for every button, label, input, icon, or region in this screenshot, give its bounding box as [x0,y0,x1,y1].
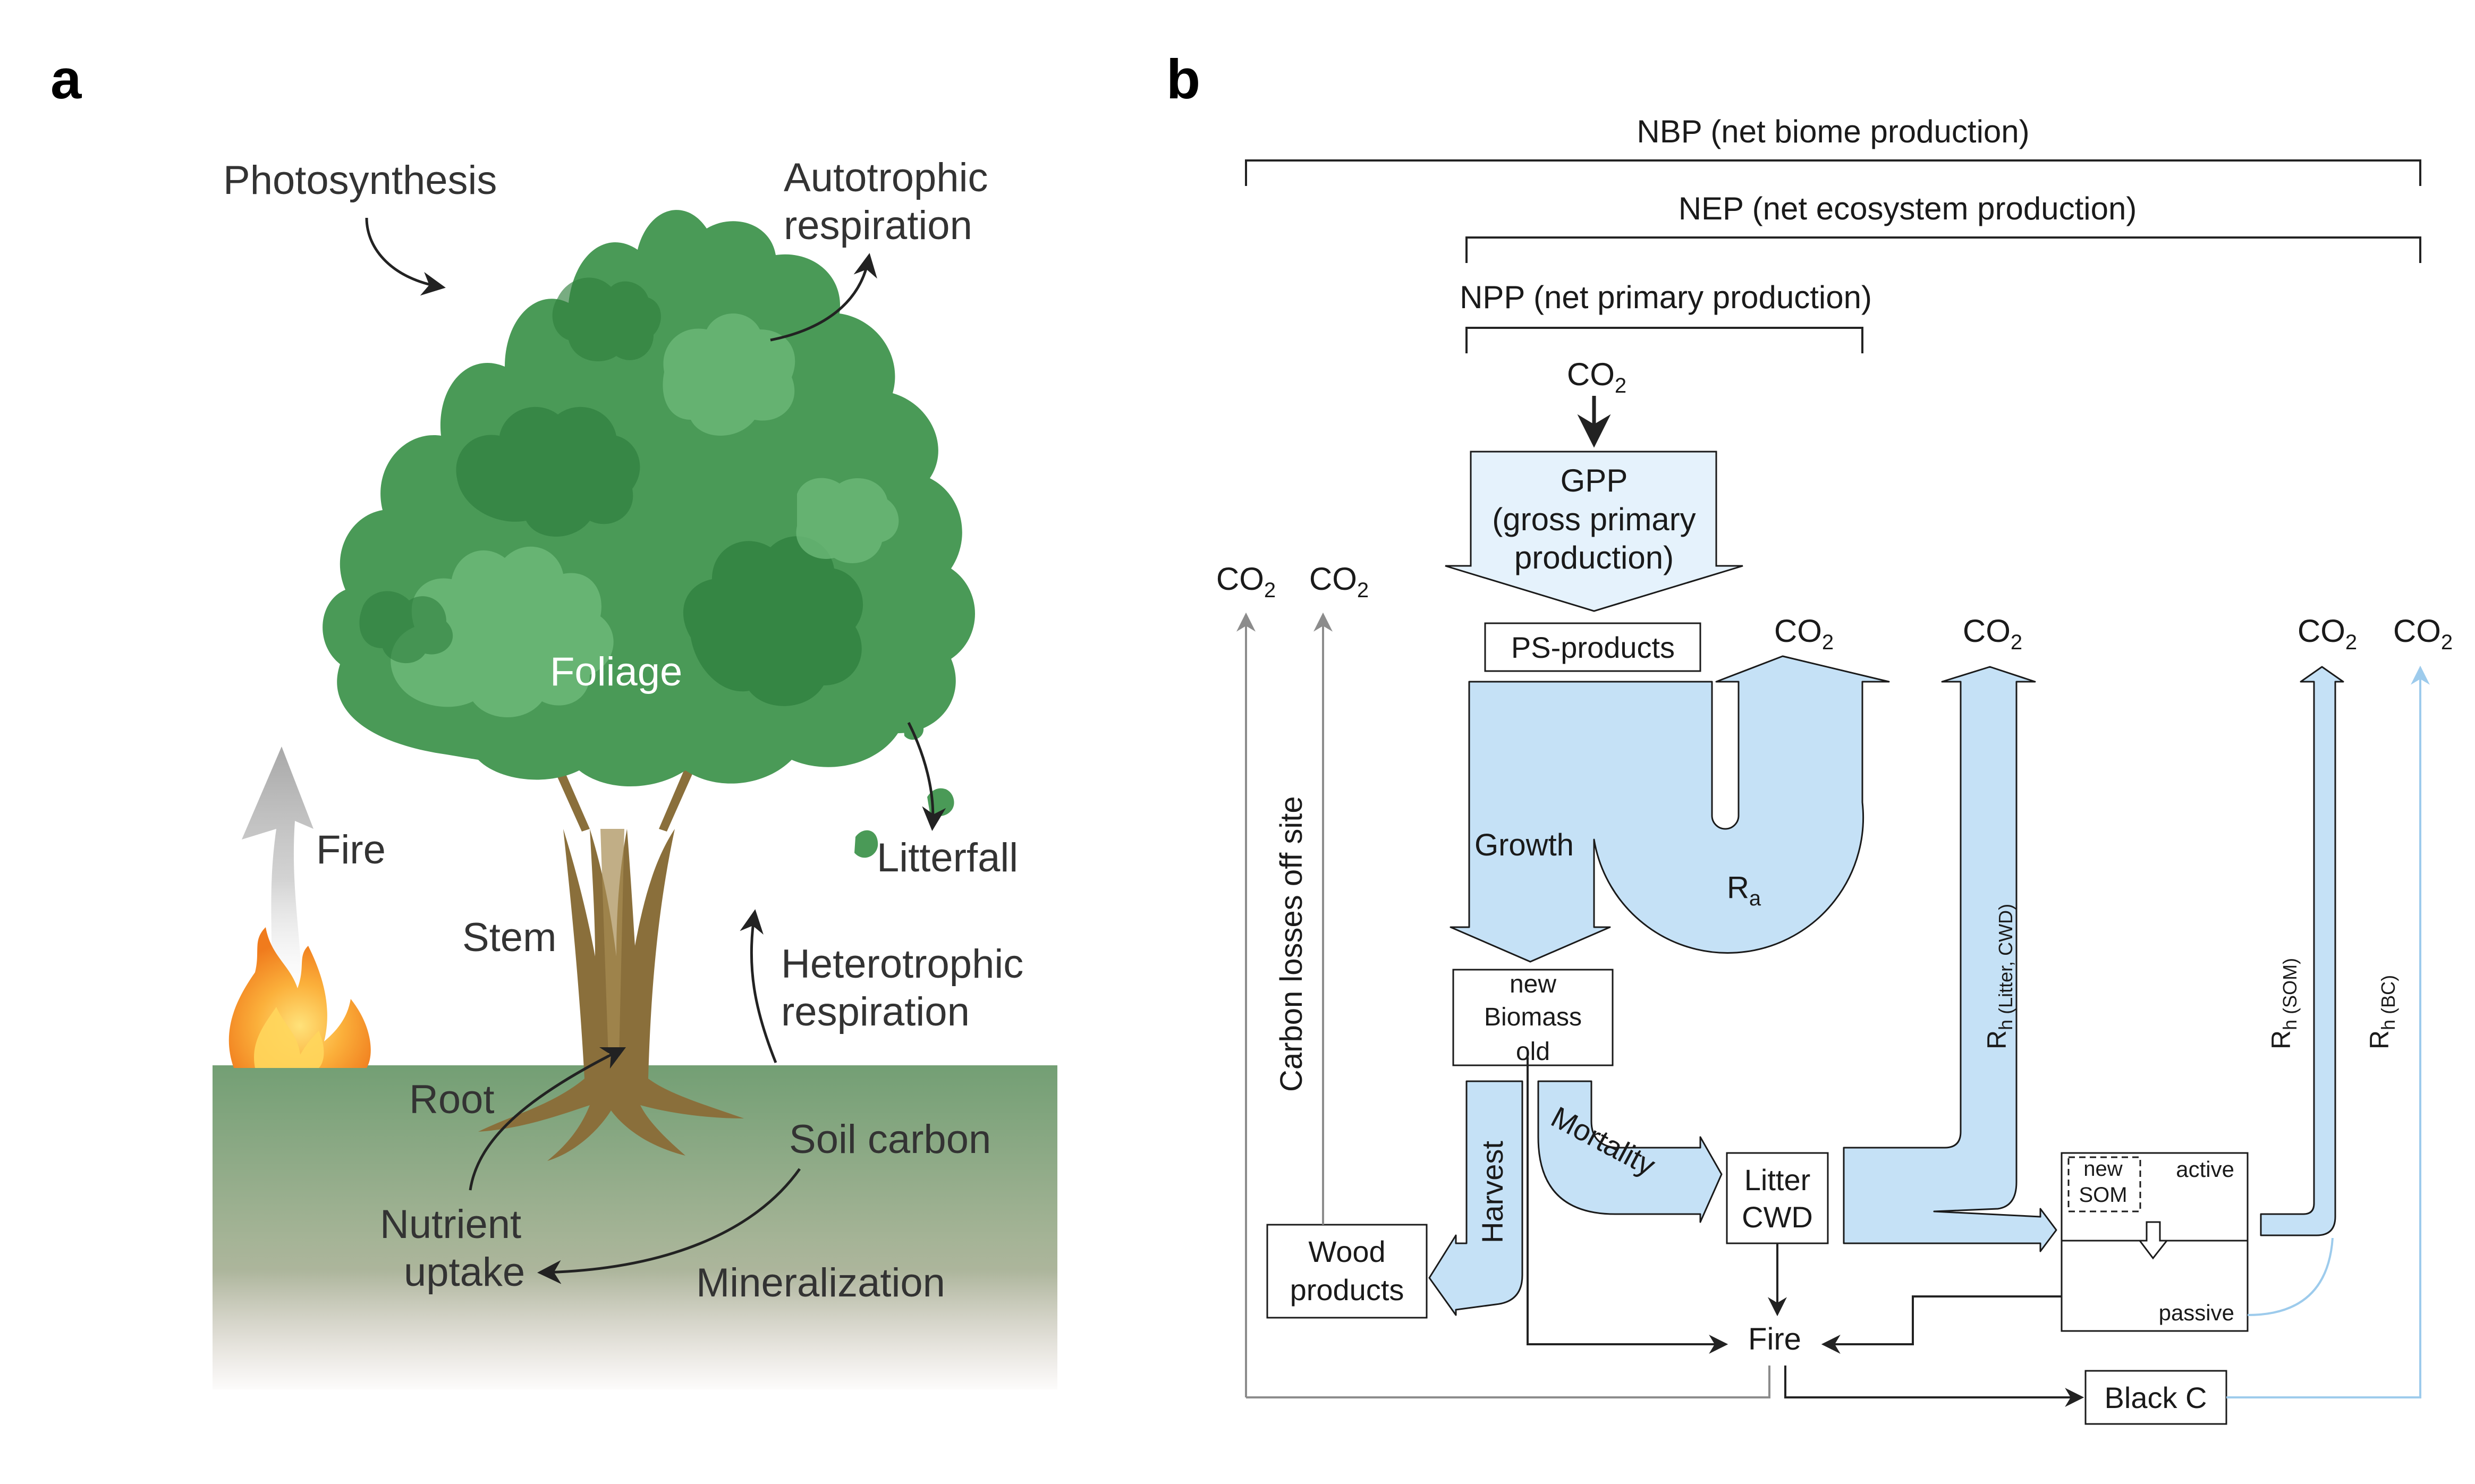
rh-litter-label: Rh (Litter, CWD) [1982,904,2016,1049]
biomass-old-label: old [1516,1038,1550,1066]
npp-label: NPP (net primary production) [1460,279,1872,315]
wood-products-box [1266,1224,1428,1319]
rh-som-flow [2260,666,2344,1236]
mortality-flow [1537,1080,1723,1223]
gpp-labels: GPP (gross primary production) [1492,463,1696,575]
som-transfer-arrow [2138,1221,2169,1260]
gpp-label-line2: (gross primary [1492,502,1696,537]
wood-products-labels: Wood products [1290,1235,1404,1307]
new-som-label-line1: new [2083,1157,2122,1181]
nep-label: NEP (net ecosystem production) [1679,191,2137,226]
bracket-labels: NBP (net biome production) NEP (net ecos… [1460,114,2137,315]
litterfall-label: Litterfall [877,835,1018,880]
rh-som-label: Rh (SOM) [2266,958,2301,1049]
litterfall-arrow [907,722,946,831]
som-to-fire-line [1821,1295,2062,1354]
autotrophic-label-line1: Autotrophic [784,155,988,200]
soil-carbon-label: Soil carbon [789,1117,991,1162]
fire-node-label: Fire [1748,1322,1801,1356]
gpp-label-line3: production) [1514,540,1674,575]
co2-label-gpp: CO2 [1567,357,1626,397]
som-passive-label: passive [2159,1300,2234,1325]
carbon-losses-label: Carbon losses off site [1274,796,1309,1092]
gpp-arrow [1445,451,1743,612]
co2-label-rh-bc: CO2 [2393,613,2453,654]
root-label: Root [409,1077,495,1122]
ps-products-label: PS-products [1511,631,1675,664]
photosynthesis-label: Photosynthesis [223,158,497,203]
biomass-labels: new Biomass old [1484,970,1582,1066]
ra-label: Ra [1727,870,1761,910]
tree-foliage [323,210,975,787]
mineralization-label: Mineralization [696,1260,945,1305]
rh-litter-flow [1843,666,2057,1252]
litter-label: Litter [1744,1163,1811,1197]
co2-label-losses: CO2 [1216,561,1276,602]
co2-label-ra: CO2 [1774,613,1834,654]
wood-label-line1: Wood [1308,1235,1385,1268]
co2-label-wood: CO2 [1309,561,1369,602]
black-c-label: Black C [2105,1381,2207,1414]
fire-flames [228,927,371,1068]
harvest-flow [1428,1080,1523,1316]
nutrient-uptake-arrow [469,1047,626,1191]
autotrophic-label-line2: respiration [784,203,972,248]
black-c-respiration-line [2226,665,2430,1398]
connector-lines [1236,612,2430,1407]
co2-label-rh-som: CO2 [2298,613,2357,654]
new-som-dashed-box [2067,1156,2141,1212]
panel-a-letter: a [50,48,82,111]
panel-b-letter: b [1166,48,1200,111]
heterotrophic-label-line1: Heterotrophic [781,942,1023,987]
ground-fade [213,1270,1057,1389]
nbp-bracket [1245,159,2421,186]
passive-som-connector [2247,1237,2334,1316]
growth-label: Growth [1474,828,1574,862]
new-som-label-line2: SOM [2079,1183,2127,1207]
nep-bracket [1465,236,2421,263]
fire-to-offsite-line [1246,1366,1770,1398]
som-box: new SOM active passive [2061,1152,2249,1332]
wood-label-line2: products [1290,1273,1404,1307]
panel-b: b NBP (net biome production) NEP (net ec… [1166,48,2453,1425]
harvest-label: Harvest [1476,1141,1509,1243]
rh-bc-label: Rh (BC) [2364,975,2399,1049]
nutrient-label-line1: Nutrient [380,1202,521,1247]
npp-bracket [1465,327,1863,353]
co2-labels: CO2 CO2 CO2 CO2 CO2 CO2 CO2 [1216,357,2453,654]
ps-products-box [1484,622,1701,672]
cwd-label: CWD [1742,1200,1813,1234]
heterotrophic-respiration-arrow [740,909,777,1063]
nbp-label: NBP (net biome production) [1637,114,2029,149]
growth-respiration-flow [1450,655,1890,963]
panel-a-arrows [365,217,946,1284]
photosynthesis-arrow [365,217,446,296]
panel-a-labels: Photosynthesis Autotrophic respiration F… [223,155,1023,1305]
black-c-box [2084,1370,2227,1425]
co2-label-rh-litter: CO2 [1963,613,2022,654]
litter-cwd-box [1726,1152,1829,1244]
nutrient-label-line2: uptake [404,1250,525,1295]
litter-cwd-labels: Litter CWD [1742,1163,1813,1234]
biomass-to-fire-line [1527,1057,1728,1354]
som-active-label: active [2176,1157,2234,1182]
stem-label: Stem [462,915,556,960]
production-brackets [1245,159,2421,353]
biomass-label: Biomass [1484,1003,1582,1031]
mineralization-arrow [537,1168,801,1284]
foliage-label: Foliage [550,649,682,694]
biomass-new-label: new [1510,970,1556,998]
biomass-box [1452,969,1614,1066]
gpp-label-line1: GPP [1561,463,1628,498]
fire-label: Fire [316,827,386,872]
smoke-arrow [242,747,313,1012]
panel-a: a [50,48,1057,1389]
fire-to-black-c-line [1784,1366,2084,1407]
autotrophic-respiration-arrow [770,253,877,342]
heterotrophic-label-line2: respiration [781,989,970,1034]
